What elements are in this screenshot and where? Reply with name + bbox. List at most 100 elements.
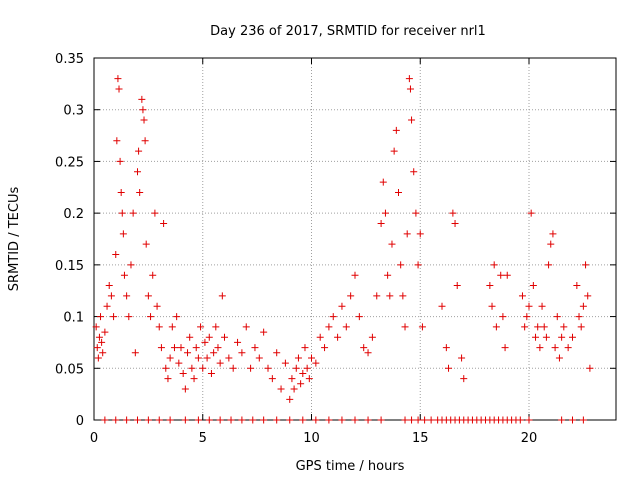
data-point (127, 261, 135, 269)
data-point (247, 364, 255, 372)
y-tick-label: 0.35 (55, 52, 84, 67)
data-point (532, 333, 540, 341)
data-point (164, 375, 172, 383)
data-point (408, 116, 416, 124)
zero-point-marker (123, 416, 131, 424)
data-point (564, 344, 572, 352)
data-point (92, 323, 100, 331)
zero-point-marker (401, 416, 409, 424)
data-point (175, 359, 183, 367)
data-point (160, 219, 168, 227)
data-point (397, 261, 405, 269)
data-point (123, 292, 131, 300)
data-point (573, 282, 581, 290)
data-point (221, 333, 228, 341)
data-point (545, 261, 553, 269)
data-point (93, 344, 101, 352)
data-point (101, 328, 109, 336)
data-point (238, 349, 246, 357)
grid-lines (94, 58, 616, 420)
data-point (536, 344, 544, 352)
data-point (325, 323, 333, 331)
data-point (290, 385, 298, 393)
data-point (490, 261, 498, 269)
data-point (586, 364, 594, 372)
data-point (492, 323, 500, 331)
data-point (582, 261, 590, 269)
data-point (501, 344, 509, 352)
data-point (210, 349, 218, 357)
data-point (401, 323, 409, 331)
data-point (115, 85, 123, 93)
data-point (377, 219, 385, 227)
zero-point-marker (194, 416, 202, 424)
data-point (569, 333, 576, 341)
data-point (312, 359, 320, 367)
data-point (338, 302, 346, 310)
zero-point-marker (364, 416, 372, 424)
data-point (386, 292, 394, 300)
data-point (194, 354, 202, 362)
zero-point-marker (134, 416, 141, 424)
data-point (534, 323, 542, 331)
data-point (173, 313, 181, 321)
data-point (141, 137, 149, 145)
data-point (147, 313, 155, 321)
data-point (399, 292, 407, 300)
data-point (151, 209, 159, 217)
data-point (529, 282, 537, 290)
data-point (177, 344, 185, 352)
plot-frame (93, 57, 617, 421)
data-point (99, 349, 107, 357)
data-point (460, 375, 468, 383)
zero-point-marker (112, 416, 120, 424)
data-point (179, 369, 187, 377)
zero-point-marker (181, 416, 189, 424)
data-point (584, 292, 592, 300)
zero-point-marker (516, 416, 524, 424)
zero-point-marker (101, 416, 109, 424)
data-point (329, 313, 337, 321)
data-point (119, 230, 127, 238)
data-point (499, 313, 507, 321)
data-points (92, 75, 594, 424)
data-point (384, 271, 392, 279)
x-tick-label: 15 (412, 431, 429, 446)
y-tick-label: 0 (76, 414, 84, 429)
y-tick-label: 0.3 (63, 104, 84, 119)
data-point (351, 271, 359, 279)
data-point (181, 385, 189, 393)
data-point (412, 209, 420, 217)
data-point (388, 240, 396, 248)
data-point (155, 323, 163, 331)
data-point (360, 344, 368, 352)
data-point (168, 323, 176, 331)
y-tick-label: 0.2 (63, 207, 84, 222)
data-point (251, 344, 259, 352)
data-point (149, 271, 157, 279)
data-point (525, 302, 533, 310)
data-point (94, 354, 102, 362)
x-tick-label: 20 (521, 431, 538, 446)
data-point (118, 209, 126, 217)
data-point (518, 292, 526, 300)
data-point (551, 344, 559, 352)
data-point (199, 364, 207, 372)
zero-point-marker (205, 416, 213, 424)
data-point (142, 240, 150, 248)
data-point (445, 364, 453, 372)
zero-point-marker (216, 416, 224, 424)
data-point (286, 395, 294, 403)
zero-point-marker (299, 416, 307, 424)
data-point (135, 147, 143, 155)
data-point (308, 354, 315, 362)
data-point (547, 240, 555, 248)
data-point (184, 349, 192, 357)
x-tick-label: 5 (199, 431, 207, 446)
data-point (355, 313, 363, 321)
data-point (157, 344, 165, 352)
data-point (560, 323, 568, 331)
zero-point-marker (238, 416, 246, 424)
data-point (192, 344, 200, 352)
zero-point-marker (558, 416, 566, 424)
